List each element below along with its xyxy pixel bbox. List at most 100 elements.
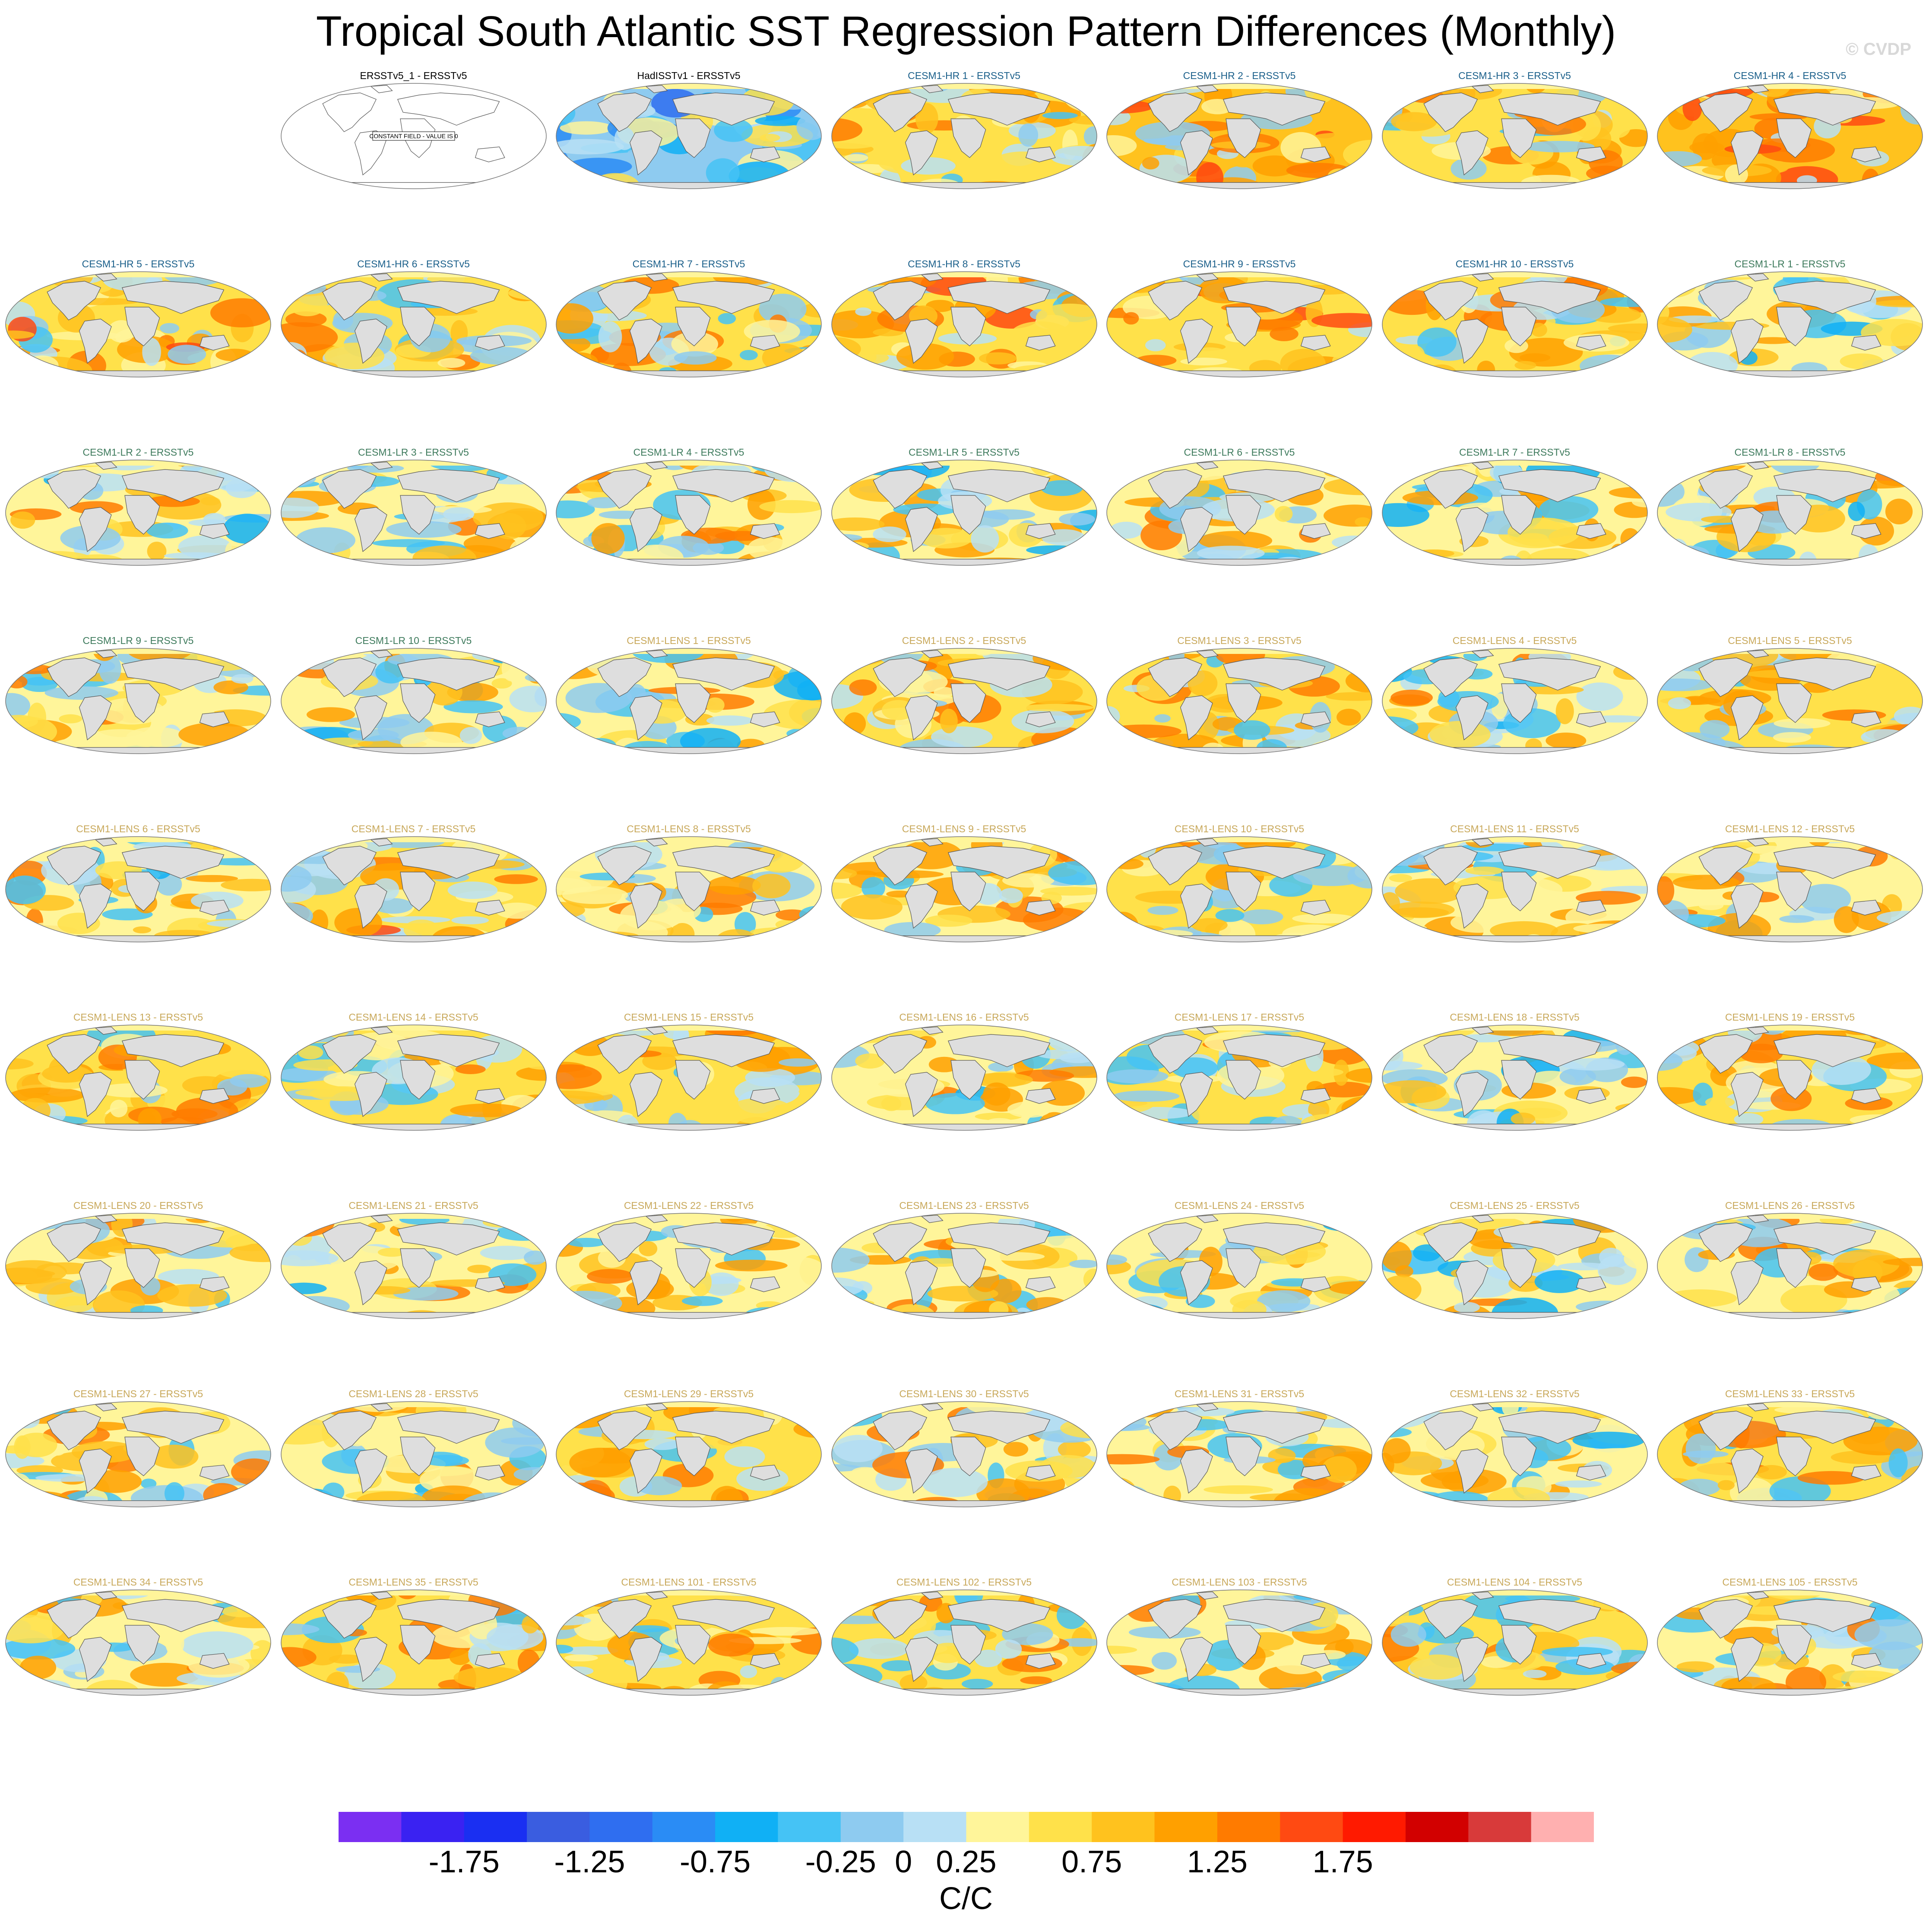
sst-anomaly-blob: [1163, 1485, 1181, 1506]
colorbar: [339, 1812, 1594, 1842]
continent: [1447, 1312, 1582, 1319]
continent: [897, 558, 1031, 565]
sst-anomaly-blob: [915, 103, 938, 134]
continent: [354, 695, 387, 741]
map-border: [556, 836, 822, 942]
continent: [322, 1034, 377, 1074]
continent: [1455, 695, 1489, 741]
sst-anomaly-blob: [1382, 179, 1408, 189]
map-border: [1657, 83, 1923, 189]
continent: [750, 335, 780, 351]
sst-anomaly-blob: [453, 1667, 527, 1689]
continent: [1172, 747, 1307, 754]
continent: [1223, 469, 1326, 502]
continent: [897, 747, 1031, 754]
map-panel: ERSSTv5_1 - ERSSTv5 CONSTANT FIELD - VALU…: [280, 69, 548, 192]
sst-anomaly-blob: [1555, 1480, 1602, 1488]
sst-anomaly-blob: [1085, 1047, 1097, 1056]
sst-anomaly-blob: [843, 648, 885, 659]
continent: [1471, 85, 1494, 93]
sst-anomaly-blob: [1135, 355, 1177, 366]
map-panel: CESM1-HR 10 - ERSSTv5: [1381, 257, 1649, 380]
sst-anomaly-blob: [300, 739, 328, 749]
map-panel-label: CESM1-HR 4 - ERSSTv5: [1733, 70, 1846, 81]
sst-anomaly-blob: [1346, 1068, 1372, 1083]
sst-anomaly-blob: [881, 1096, 901, 1111]
continent: [1501, 872, 1536, 911]
sst-anomaly-blob: [1300, 1690, 1321, 1695]
map-plot: [556, 1213, 822, 1319]
sst-anomaly-blob: [561, 352, 598, 371]
sst-anomaly-blob: [770, 1677, 789, 1695]
sst-anomaly-blob: [644, 1438, 681, 1450]
continent: [1223, 281, 1326, 314]
continent: [47, 846, 101, 885]
map-border: [1106, 460, 1372, 566]
map-plot: [831, 836, 1097, 942]
map-panel-label: CESM1-HR 9 - ERSSTv5: [1183, 258, 1296, 270]
sst-anomaly-blob: [1314, 1082, 1372, 1097]
sst-anomaly-blob: [1679, 1478, 1720, 1496]
map-panel-label: CESM1-LENS 11 - ERSSTv5: [1450, 823, 1579, 834]
sst-anomaly-blob: [1019, 1025, 1095, 1029]
continent: [1180, 883, 1213, 929]
continent: [645, 85, 668, 93]
sst-anomaly-blob: [99, 653, 121, 684]
sst-anomaly-blob: [325, 1671, 349, 1695]
sst-anomaly-blob: [1701, 516, 1741, 523]
map-plot: [831, 648, 1097, 754]
sst-anomaly-blob: [556, 369, 570, 377]
sst-anomaly-blob: [282, 1307, 303, 1319]
sst-anomaly-blob: [564, 1599, 586, 1608]
map-panel-label: CESM1-LENS 3 - ERSSTv5: [1177, 635, 1302, 646]
continent: [1423, 469, 1478, 509]
sst-anomaly-blob: [1561, 1058, 1625, 1071]
sst-anomaly-blob: [831, 1402, 848, 1417]
sst-anomaly-blob: [222, 1605, 264, 1618]
continent: [1723, 1123, 1857, 1130]
sst-anomaly-blob: [773, 1121, 821, 1130]
sst-anomaly-blob: [1658, 1114, 1690, 1130]
continent: [597, 846, 652, 885]
map-plot: [1657, 836, 1923, 942]
continent: [322, 657, 377, 697]
continent: [1226, 495, 1261, 535]
map-panel: CESM1-LR 4 - ERSSTv5: [555, 446, 823, 568]
sst-anomaly-blob: [1145, 339, 1166, 352]
map-panel: CESM1-LENS 3 - ERSSTv5: [1105, 634, 1373, 757]
continent: [1471, 1026, 1494, 1035]
map-border: [831, 648, 1097, 754]
map-panel: CESM1-HR 9 - ERSSTv5: [1105, 257, 1373, 380]
sst-anomaly-blob: [1337, 708, 1361, 726]
sst-anomaly-blob: [1270, 327, 1299, 341]
sst-anomaly-blob: [884, 922, 941, 939]
map-panel: CESM1-LENS 17 - ERSSTv5: [1105, 1011, 1373, 1133]
map-plot: [831, 460, 1097, 566]
continent: [872, 92, 927, 132]
map-panel: CESM1-LENS 14 - ERSSTv5: [280, 1011, 548, 1133]
sst-anomaly-blob: [788, 1402, 821, 1411]
sst-anomaly-blob: [1280, 349, 1326, 377]
map-panel: CESM1-LENS 35 - ERSSTv5: [280, 1576, 548, 1698]
continent: [1423, 657, 1478, 697]
sst-anomaly-blob: [1424, 515, 1457, 545]
sst-anomaly-blob: [1657, 1087, 1702, 1105]
map-panel-label: CESM1-LENS 7 - ERSSTv5: [351, 823, 476, 834]
map-border: [831, 1024, 1097, 1131]
continent: [1698, 846, 1753, 885]
continent: [872, 846, 927, 885]
continent: [1172, 1312, 1307, 1319]
map-panel: CESM1-LR 9 - ERSSTv5: [4, 634, 272, 757]
continent: [121, 1034, 225, 1067]
continent: [905, 507, 938, 552]
continent: [920, 650, 944, 658]
sst-anomaly-blob: [1657, 460, 1700, 476]
continent: [475, 146, 505, 162]
sst-anomaly-blob: [237, 1402, 258, 1407]
sst-anomaly-blob: [1657, 372, 1694, 377]
continent: [71, 1312, 206, 1319]
map-panel-label: CESM1-LR 4 - ERSSTv5: [633, 447, 744, 458]
continent: [1196, 650, 1219, 658]
continent: [1501, 495, 1536, 535]
map-plot: [5, 460, 271, 566]
